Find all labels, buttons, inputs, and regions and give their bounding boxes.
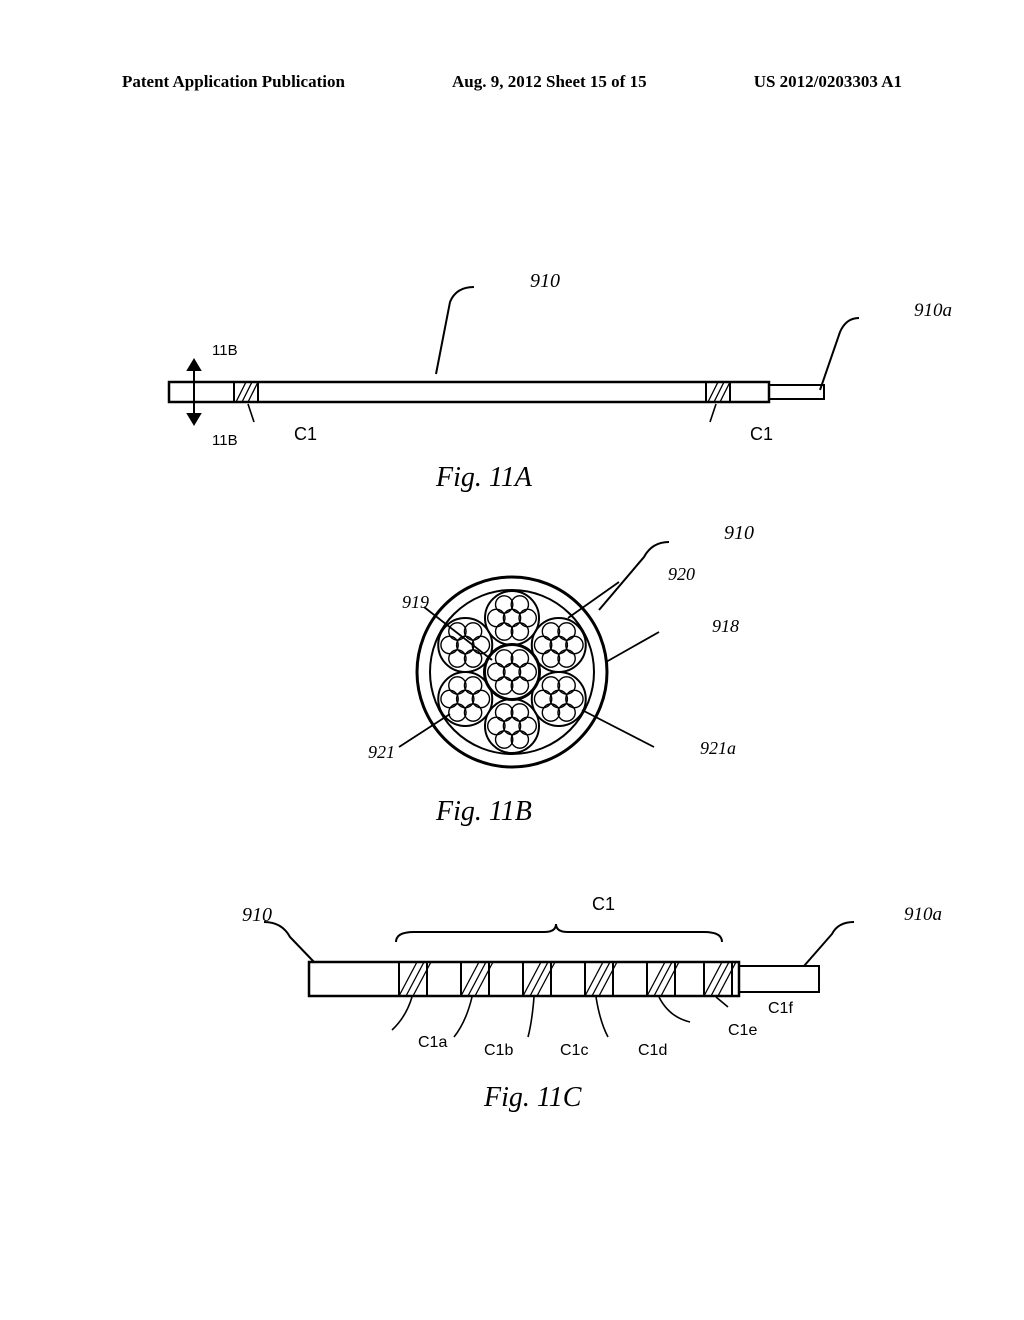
fig11a-ref-910a: 910a [914, 300, 952, 322]
header-center: Aug. 9, 2012 Sheet 15 of 15 [452, 72, 647, 92]
fig11a-ref-910: 910 [530, 270, 560, 293]
header-left: Patent Application Publication [122, 72, 345, 92]
fig11c-ref-910: 910 [242, 904, 272, 927]
fig11a-caption: Fig. 11A [436, 462, 532, 494]
fig11c-caption: Fig. 11C [484, 1082, 581, 1114]
fig11b-ref-921: 921 [368, 742, 395, 763]
fig-11b-svg [114, 522, 910, 882]
fig11c-c1d: C1d [638, 1042, 667, 1060]
fig11a-sect-bot: 11B [212, 432, 238, 449]
fig11a-c1-left: C1 [294, 424, 317, 445]
fig-11c-svg [114, 882, 910, 1162]
page-header: Patent Application Publication Aug. 9, 2… [0, 72, 1024, 92]
figure-frame: 910 910a C1 C1 11B 11B Fig. 11A 910 919 … [114, 142, 910, 1242]
fig11b-ref-918: 918 [712, 616, 739, 637]
fig11b-ref-920: 920 [668, 564, 695, 585]
fig11a-c1-right: C1 [750, 424, 773, 445]
fig11b-ref-919: 919 [402, 592, 429, 613]
fig11c-c1: C1 [592, 894, 615, 915]
fig11c-c1e: C1e [728, 1022, 757, 1040]
fig11b-caption: Fig. 11B [436, 796, 532, 828]
header-right: US 2012/0203303 A1 [754, 72, 902, 92]
fig11c-c1f: C1f [768, 1000, 793, 1018]
fig11c-c1b: C1b [484, 1042, 513, 1060]
fig11b-ref-910: 910 [724, 522, 754, 545]
fig11c-ref-910a: 910a [904, 904, 942, 926]
fig11c-c1a: C1a [418, 1034, 447, 1052]
fig-11a-svg [114, 252, 910, 552]
fig11a-sect-top: 11B [212, 342, 238, 359]
fig11b-ref-921a: 921a [700, 738, 736, 759]
fig11c-c1c: C1c [560, 1042, 588, 1060]
